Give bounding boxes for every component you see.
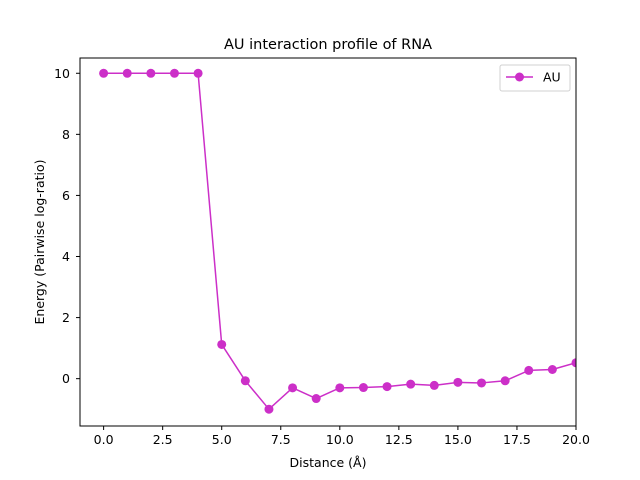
- y-tick-label: 4: [62, 249, 70, 264]
- data-point: [122, 68, 132, 78]
- x-tick-label: 12.5: [385, 432, 413, 447]
- x-axis-ticks: 0.0 2.5 5.0 7.5 10.0 12.5 15.0 17.5 20.0: [94, 426, 590, 447]
- data-point: [500, 376, 510, 386]
- x-axis-label: Distance (Å): [290, 455, 367, 470]
- data-point: [453, 377, 463, 387]
- plot-frame: [79, 57, 577, 427]
- data-point: [547, 365, 557, 375]
- data-point: [477, 378, 487, 388]
- y-tick-label: 8: [62, 127, 70, 142]
- x-tick-label: 17.5: [503, 432, 531, 447]
- y-axis-ticks: 0 2 4 6 8 10: [54, 66, 80, 386]
- legend-marker: [515, 72, 524, 82]
- x-tick-label: 7.5: [271, 432, 291, 447]
- y-tick-label: 0: [62, 371, 70, 386]
- y-tick-label: 2: [62, 310, 70, 325]
- x-tick-label: 15.0: [444, 432, 472, 447]
- x-tick-label: 5.0: [212, 432, 232, 447]
- data-point: [193, 68, 203, 78]
- data-point: [382, 382, 392, 392]
- x-tick-label: 0.0: [94, 432, 114, 447]
- data-point: [524, 365, 534, 375]
- data-point: [429, 380, 439, 390]
- data-point: [335, 383, 345, 393]
- data-point: [311, 394, 321, 404]
- data-point: [264, 404, 274, 414]
- legend-box: [499, 64, 571, 92]
- data-point: [217, 339, 227, 349]
- y-axis-label: Energy (Pairwise log-ratio): [32, 160, 47, 325]
- y-tick-label: 10: [54, 66, 70, 81]
- data-point: [358, 383, 368, 393]
- legend-label-au: AU: [543, 70, 561, 85]
- data-point: [240, 376, 250, 386]
- chart-title: AU interaction profile of RNA: [224, 37, 432, 53]
- series-layer: [99, 68, 576, 414]
- data-point: [406, 379, 416, 389]
- x-tick-label: 2.5: [153, 432, 173, 447]
- data-point: [99, 68, 109, 78]
- data-point: [571, 358, 576, 368]
- data-point: [169, 68, 179, 78]
- plot-background: [80, 58, 576, 426]
- x-tick-label: 10.0: [326, 432, 354, 447]
- x-tick-label: 20.0: [562, 432, 590, 447]
- y-tick-label: 6: [62, 188, 70, 203]
- legend: AU: [499, 64, 571, 92]
- data-point: [146, 68, 156, 78]
- data-point: [288, 383, 298, 393]
